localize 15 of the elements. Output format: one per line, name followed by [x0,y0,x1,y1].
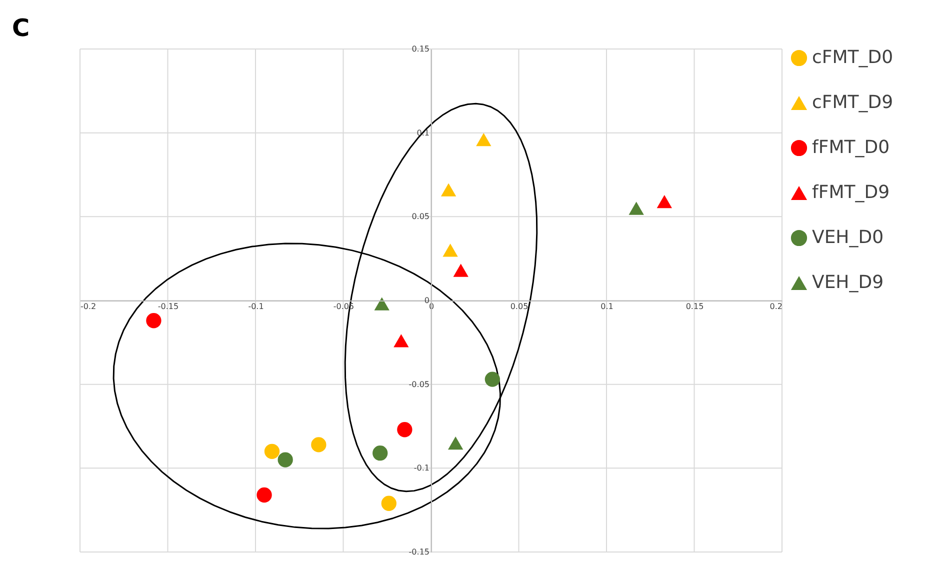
x-tick-label: -0.2 [80,302,96,311]
legend-label: cFMT_D9 [812,92,894,113]
legend-label: cFMT_D0 [812,47,894,68]
legend-label: VEH_D0 [812,227,884,248]
y-tick-label: 0.15 [412,44,430,54]
legend-label: VEH_D9 [812,272,884,293]
y-tick-label: -0.15 [408,548,430,556]
legend-label: fFMT_D9 [812,182,890,203]
legend-label: fFMT_D0 [812,137,890,158]
chart-title: C [12,14,30,42]
x-tick-label: -0.1 [248,302,264,311]
x-tick-label: -0.15 [158,302,179,311]
x-tick-label: 0.15 [686,302,704,311]
x-tick-label: 0.2 [770,302,782,311]
x-tick-label: 0.1 [600,302,614,311]
